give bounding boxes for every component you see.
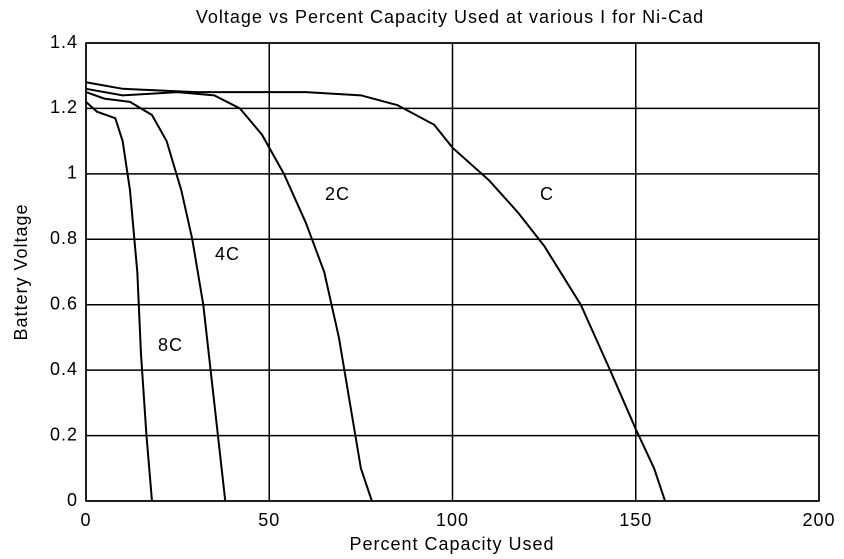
x-tick-label: 150 xyxy=(619,510,652,530)
y-tick-label: 1 xyxy=(67,163,78,183)
x-tick-label: 100 xyxy=(436,510,469,530)
y-tick-label: 1.4 xyxy=(50,32,78,52)
y-tick-label: 0 xyxy=(67,490,78,510)
series-line xyxy=(85,87,373,502)
x-tick-label: 50 xyxy=(258,510,280,530)
x-tick-label: 200 xyxy=(802,510,835,530)
y-tick-label: 0.6 xyxy=(50,293,78,313)
series-label: C xyxy=(540,184,554,204)
x-tick-label: 0 xyxy=(80,510,91,530)
y-tick-label: 0.4 xyxy=(50,359,78,379)
y-axis-title: Battery Voltage xyxy=(11,203,31,340)
series-label: 4C xyxy=(215,244,240,264)
y-tick-label: 1.2 xyxy=(50,97,78,117)
series-line xyxy=(85,91,227,502)
series-label: 8C xyxy=(158,335,183,355)
x-axis-title: Percent Capacity Used xyxy=(349,534,554,554)
series-line xyxy=(85,101,153,502)
y-tick-label: 0.8 xyxy=(50,228,78,248)
series-label: 2C xyxy=(325,184,350,204)
series-line xyxy=(85,81,667,502)
y-tick-label: 0.2 xyxy=(50,424,78,444)
chart-title: Voltage vs Percent Capacity Used at vari… xyxy=(196,7,704,27)
